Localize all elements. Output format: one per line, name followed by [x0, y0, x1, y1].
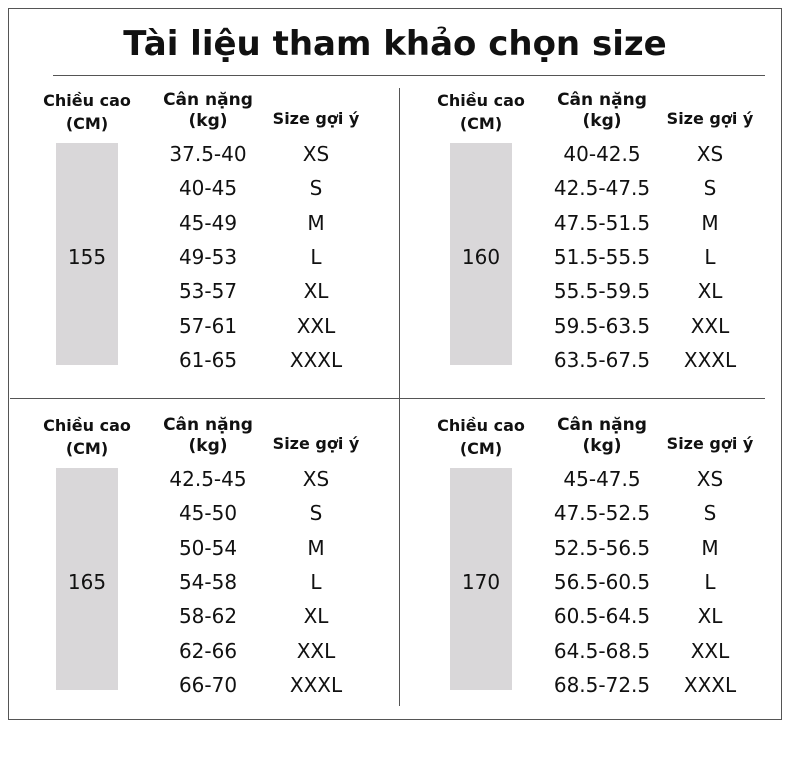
weight: 54-58 [178, 569, 238, 594]
size: XXXL [683, 672, 737, 697]
weight: 61-65 [178, 347, 238, 372]
weight: 45-47.5 [563, 467, 641, 491]
height-box [56, 468, 118, 690]
weight-header: Cân nặng [557, 90, 647, 110]
weight: 66-70 [178, 672, 238, 697]
weight: 47.5-51.5 [553, 210, 651, 235]
height-header: Chiều cao [437, 91, 525, 110]
height-header: Chiều cao [43, 416, 131, 435]
size: S [309, 176, 323, 201]
weight: 64.5-68.5 [553, 638, 651, 663]
height-value: 160 [461, 245, 501, 269]
size: S [703, 176, 717, 201]
weight: 47.5-52.5 [553, 501, 651, 526]
weight: 63.5-67.5 [553, 347, 651, 372]
weight: 59.5-63.5 [553, 313, 651, 338]
weight: 49-53 [178, 244, 238, 269]
size: XS [696, 467, 724, 491]
height-box [450, 143, 512, 365]
size: XXXL [289, 672, 343, 697]
frame [8, 8, 782, 720]
weight: 45-49 [178, 210, 238, 235]
size: XL [697, 279, 723, 304]
size: XS [302, 142, 330, 166]
height-header: Chiều cao [437, 416, 525, 435]
weight-header: (kg) [188, 111, 228, 131]
weight-header: Cân nặng [163, 90, 253, 110]
height-value: 155 [67, 245, 107, 269]
weight-header: (kg) [188, 436, 228, 456]
size: XXL [690, 638, 730, 663]
title-rule [53, 75, 765, 76]
size: XL [303, 604, 329, 629]
height-header: (CM) [65, 114, 109, 133]
weight: 62-66 [178, 638, 238, 663]
height-header: (CM) [459, 114, 503, 133]
size-header: Size gợi ý [666, 109, 754, 128]
weight: 51.5-55.5 [553, 244, 651, 269]
weight: 40-42.5 [563, 142, 641, 166]
size: S [703, 501, 717, 526]
size: M [701, 210, 719, 235]
weight-header: Cân nặng [163, 415, 253, 435]
size: XS [696, 142, 724, 166]
weight: 42.5-47.5 [553, 176, 651, 201]
size-header: Size gợi ý [272, 434, 360, 453]
weight: 60.5-64.5 [553, 604, 651, 629]
size: M [701, 535, 719, 560]
size: XXXL [289, 347, 343, 372]
size: L [310, 569, 322, 594]
size: L [704, 244, 716, 269]
size: L [704, 569, 716, 594]
height-header: (CM) [459, 439, 503, 458]
height-value: 170 [461, 570, 501, 594]
height-header: (CM) [65, 439, 109, 458]
weight-header: (kg) [582, 436, 622, 456]
weight: 52.5-56.5 [553, 535, 651, 560]
weight: 57-61 [178, 313, 238, 338]
weight: 68.5-72.5 [553, 672, 651, 697]
weight: 37.5-40 [169, 142, 247, 166]
height-header: Chiều cao [43, 91, 131, 110]
height-box [56, 143, 118, 365]
v-divider [399, 88, 400, 706]
size-header: Size gợi ý [272, 109, 360, 128]
size: XL [303, 279, 329, 304]
size: XS [302, 467, 330, 491]
weight: 56.5-60.5 [553, 569, 651, 594]
size: S [309, 501, 323, 526]
weight-header: Cân nặng [557, 415, 647, 435]
size: XXL [690, 313, 730, 338]
weight: 40-45 [178, 176, 238, 201]
size: XL [697, 604, 723, 629]
weight: 53-57 [178, 279, 238, 304]
weight: 45-50 [178, 501, 238, 526]
height-box [450, 468, 512, 690]
weight: 55.5-59.5 [553, 279, 651, 304]
height-value: 165 [67, 570, 107, 594]
weight-header: (kg) [582, 111, 622, 131]
size: M [307, 535, 325, 560]
weight: 58-62 [178, 604, 238, 629]
size: M [307, 210, 325, 235]
weight: 50-54 [178, 535, 238, 560]
h-divider [10, 398, 765, 399]
size: XXXL [683, 347, 737, 372]
size: XXL [296, 638, 336, 663]
size: L [310, 244, 322, 269]
size-header: Size gợi ý [666, 434, 754, 453]
weight: 42.5-45 [169, 467, 247, 491]
size: XXL [296, 313, 336, 338]
title: Tài liệu tham khảo chọn size [123, 24, 667, 64]
